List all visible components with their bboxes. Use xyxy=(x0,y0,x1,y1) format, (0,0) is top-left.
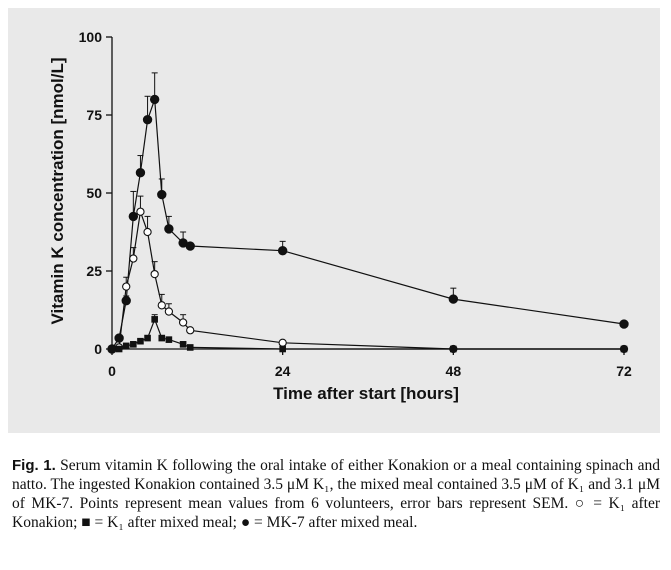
k1_konakion-point xyxy=(143,227,152,237)
axes: 0 25 50 75 100 0 24 48 72 xyxy=(79,29,632,379)
k1_mixed-point xyxy=(122,342,130,350)
mk7_mixed-point xyxy=(164,224,174,234)
k1_konakion-point xyxy=(122,282,131,291)
mk7_mixed-point xyxy=(448,294,459,304)
mk7_mixed-point xyxy=(114,333,124,343)
k1_konakion-point xyxy=(186,326,195,335)
y-tick-label: 75 xyxy=(86,107,102,123)
k1_konakion-point xyxy=(278,338,287,347)
k1_mixed-point xyxy=(144,334,151,342)
y-axis-title: Vitamin K concentration [nmol/L] xyxy=(48,58,67,325)
k1_mixed-point xyxy=(115,345,123,353)
markers xyxy=(107,94,629,354)
mk7_mixed-point xyxy=(128,211,139,222)
mk7_mixed-point xyxy=(135,168,146,178)
figure-caption: Fig. 1. Serum vitamin K following the or… xyxy=(12,456,660,532)
x-tick-label: 48 xyxy=(446,363,462,379)
k1_konakion-point xyxy=(150,269,159,279)
k1_mixed-point xyxy=(130,341,137,348)
error-bars xyxy=(123,72,457,323)
series-lines xyxy=(111,99,625,350)
figure-panel: 0 25 50 75 100 0 24 48 72 Time after start [hour… xyxy=(8,8,660,433)
k1_mixed-point xyxy=(620,345,628,353)
k1_konakion-point xyxy=(129,254,138,263)
mk7_mixed-line xyxy=(111,99,625,350)
k1_mixed-point xyxy=(186,344,194,351)
y-tick-label: 50 xyxy=(86,185,102,201)
y-tick-label: 25 xyxy=(86,263,102,279)
k1_mixed-point xyxy=(108,345,116,353)
k1_mixed-point xyxy=(158,334,166,342)
k1_konakion-point xyxy=(164,307,174,316)
k1_mixed-point xyxy=(151,316,158,323)
caption-label: Fig. 1. xyxy=(12,457,56,474)
y-tick-label: 100 xyxy=(79,29,103,45)
k1_mixed-point xyxy=(450,345,457,353)
k1_konakion-point xyxy=(136,207,145,216)
k1_mixed-point xyxy=(165,336,173,343)
k1_mixed-point xyxy=(279,345,286,353)
mk7_mixed-point xyxy=(185,241,195,251)
x-tick-label: 72 xyxy=(616,363,632,379)
k1_konakion-line xyxy=(111,211,624,350)
x-tick-label: 0 xyxy=(108,363,116,379)
x-tick-label: 24 xyxy=(275,363,291,379)
mk7_mixed-point xyxy=(157,189,167,200)
mk7_mixed-point xyxy=(149,94,160,105)
x-axis-title: Time after start [hours] xyxy=(273,384,459,403)
chart: 0 25 50 75 100 0 24 48 72 Time after start [hour… xyxy=(48,29,632,403)
mk7_mixed-point xyxy=(619,319,629,329)
k1_konakion-point xyxy=(157,301,166,310)
mk7_mixed-point xyxy=(121,295,131,306)
y-tick-label: 0 xyxy=(94,341,102,357)
mk7_mixed-point xyxy=(142,114,153,125)
k1_mixed-point xyxy=(137,337,144,345)
caption-text: Serum vitamin K following the oral intak… xyxy=(12,457,660,531)
k1_konakion-point xyxy=(178,318,188,327)
mk7_mixed-point xyxy=(277,246,288,256)
k1_mixed-point xyxy=(179,341,187,348)
